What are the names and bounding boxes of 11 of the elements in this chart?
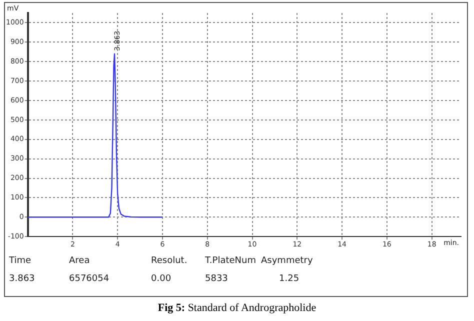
text: 5833 (205, 274, 228, 284)
text: 0.00 (151, 274, 172, 284)
text: T.PlateNum (205, 256, 256, 266)
text: Fig 5: Standard of Andrographolide (158, 302, 316, 314)
text: Time (9, 256, 32, 266)
text: 6576054 (69, 274, 110, 284)
text: Resolut. (151, 256, 188, 266)
text: 3.863 (9, 274, 35, 284)
text: 1.25 (279, 274, 300, 284)
text: Area (69, 256, 90, 266)
text: Asymmetry (261, 256, 313, 266)
